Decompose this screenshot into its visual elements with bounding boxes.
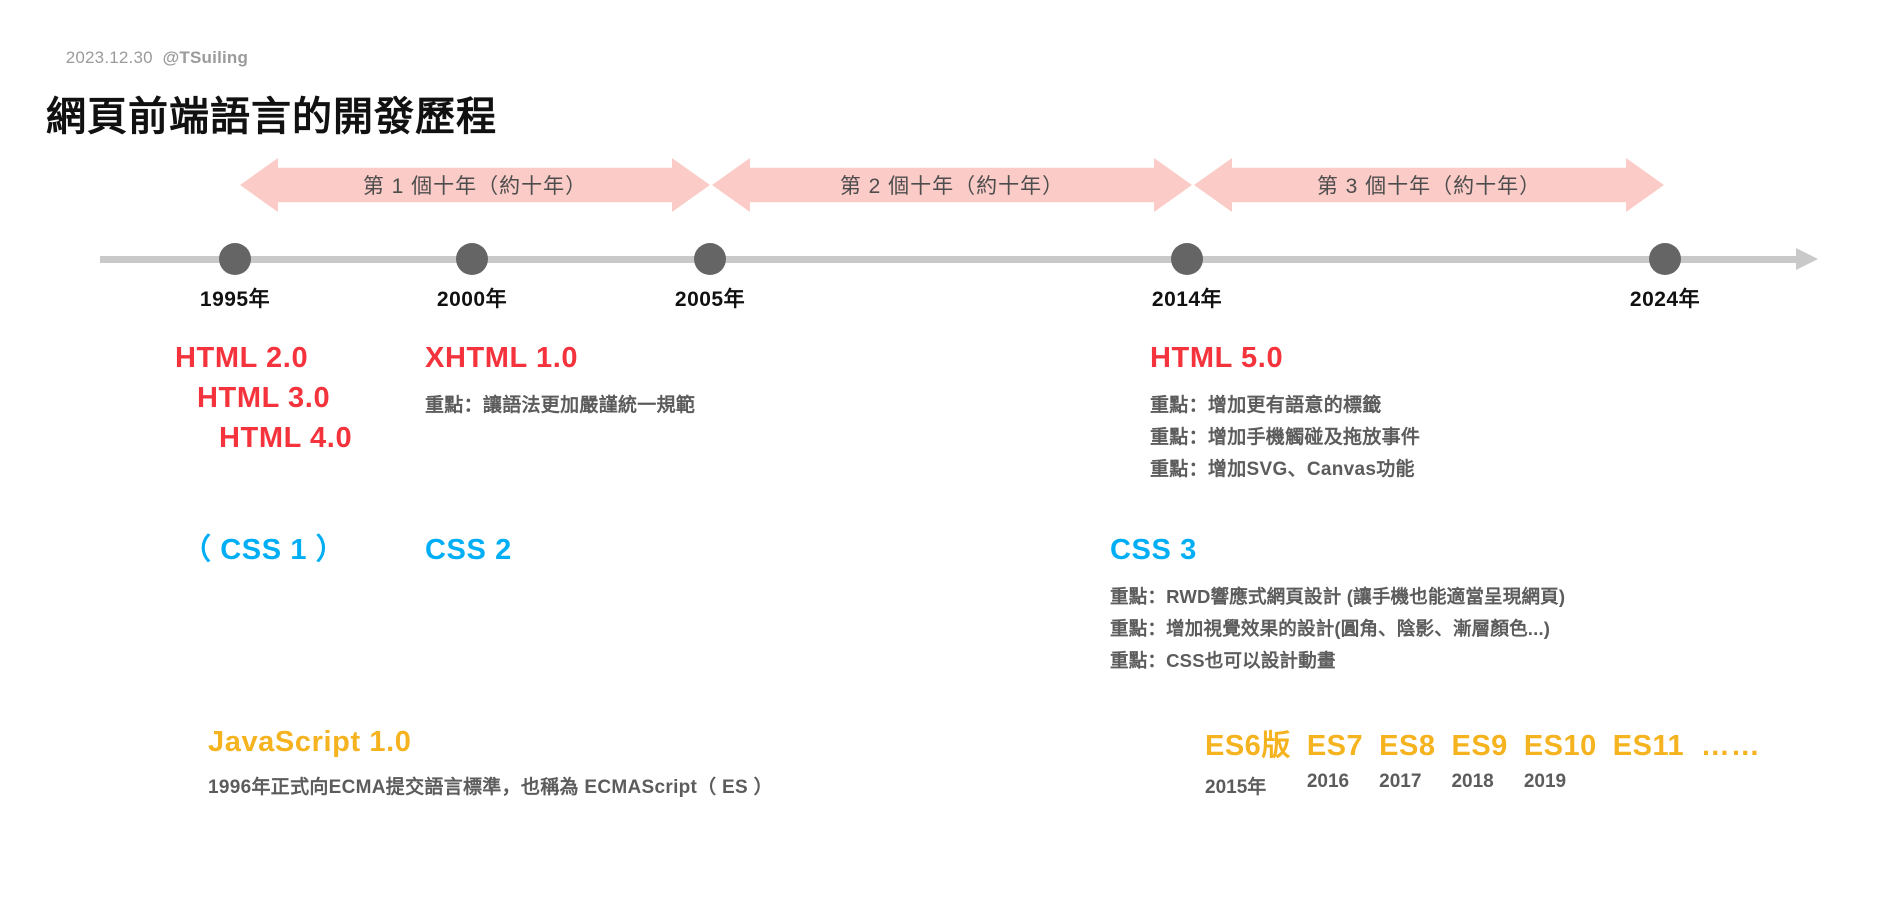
javascript-note-1: 1996年正式向ECMA提交語言標準，也稱為 ECMAScript（ ES ） bbox=[208, 777, 773, 799]
timeline-dot-2005 bbox=[694, 243, 726, 275]
decade-label-3: 第 3 個十年（約十年） bbox=[1316, 175, 1542, 198]
es-name-es11: ES11 bbox=[1612, 730, 1685, 762]
es-more-ellipsis: …… bbox=[1700, 730, 1761, 762]
timeline-arrow-icon bbox=[1796, 248, 1818, 270]
page-title: 網頁前端語言的開發歷程 bbox=[46, 95, 497, 139]
es-col-es8: ES8 2017 bbox=[1379, 730, 1435, 793]
html-early-versions: HTML 2.0 HTML 3.0 HTML 4.0 bbox=[175, 338, 352, 458]
es-col-es7: ES7 2016 bbox=[1307, 730, 1363, 793]
css2-block: CSS 2 bbox=[425, 530, 512, 570]
timeline-dot-2024 bbox=[1649, 243, 1681, 275]
es-col-es10: ES10 2019 bbox=[1524, 730, 1597, 793]
byline-spacer bbox=[153, 48, 163, 67]
byline-author: @TSuiling bbox=[162, 48, 249, 67]
javascript-block: JavaScript 1.0 1996年正式向ECMA提交語言標準，也稱為 EC… bbox=[208, 722, 773, 804]
year-label-2024: 2024年 bbox=[1629, 288, 1701, 311]
es-name-es6: ES6版 bbox=[1205, 730, 1291, 762]
es-col-es9: ES9 2018 bbox=[1451, 730, 1507, 793]
year-label-2000: 2000年 bbox=[436, 288, 508, 311]
decade-band-3: 第 3 個十年（約十年） bbox=[1194, 158, 1664, 212]
year-label-2014: 2014年 bbox=[1151, 288, 1223, 311]
html-early-block: HTML 2.0 HTML 3.0 HTML 4.0 bbox=[175, 338, 352, 458]
es-year-es9: 2018 bbox=[1451, 771, 1494, 792]
decade-arrow-2: 第 2 個十年（約十年） bbox=[712, 158, 1192, 212]
year-label-2005: 2005年 bbox=[674, 288, 746, 311]
css3-title: CSS 3 bbox=[1110, 534, 1197, 566]
html5-note-3: 重點：增加SVG、Canvas功能 bbox=[1150, 458, 1415, 480]
css2-title: CSS 2 bbox=[425, 534, 512, 566]
es-col-more: …… bbox=[1701, 730, 1761, 763]
es-name-es8: ES8 bbox=[1379, 730, 1436, 762]
html-version-4: HTML 4.0 bbox=[219, 422, 353, 455]
es-col-es11: ES11 bbox=[1613, 730, 1685, 771]
css1-title: （ CSS 1 ） bbox=[182, 534, 346, 566]
es-col-es6: ES6版 2015年 bbox=[1205, 722, 1291, 799]
timeline-axis bbox=[100, 256, 1800, 263]
decade-label-1: 第 1 個十年（約十年） bbox=[362, 175, 588, 198]
year-label-1995: 1995年 bbox=[199, 288, 271, 311]
css1-block: （ CSS 1 ） bbox=[182, 530, 345, 570]
byline-date: 2023.12.30 bbox=[65, 48, 153, 67]
xhtml-title: XHTML 1.0 bbox=[425, 342, 579, 374]
xhtml-block: XHTML 1.0 重點：讓語法更加嚴謹統一規範 bbox=[425, 338, 695, 422]
css3-block: CSS 3 重點：RWD響應式網頁設計 (讓手機也能適當呈現網頁) 重點：增加視… bbox=[1110, 530, 1565, 676]
css3-note-2: 重點：增加視覺效果的設計(圓角、陰影、漸層顏色...) bbox=[1110, 617, 1551, 639]
es-year-es6: 2015年 bbox=[1205, 777, 1267, 798]
es-versions-row: ES6版 2015年 ES7 2016 ES8 2017 ES9 2018 ES… bbox=[1205, 722, 1777, 799]
byline: 2023.12.30 @TSuiling bbox=[46, 28, 497, 88]
xhtml-note-1: 重點：讓語法更加嚴謹統一規範 bbox=[425, 395, 696, 417]
es-name-es10: ES10 bbox=[1523, 730, 1597, 762]
es-year-es7: 2016 bbox=[1306, 771, 1350, 792]
html-version-2: HTML 2.0 bbox=[175, 342, 309, 374]
es-year-es10: 2019 bbox=[1523, 771, 1567, 792]
timeline-dot-2000 bbox=[456, 243, 488, 275]
es-year-es8: 2017 bbox=[1379, 771, 1422, 792]
timeline-dot-2014 bbox=[1171, 243, 1203, 275]
html5-block: HTML 5.0 重點：增加更有語意的標籤 重點：增加手機觸碰及拖放事件 重點：… bbox=[1150, 338, 1420, 486]
decade-band-2: 第 2 個十年（約十年） bbox=[712, 158, 1192, 212]
page-header: 2023.12.30 @TSuiling 網頁前端語言的開發歷程 bbox=[46, 28, 497, 140]
html5-note-2: 重點：增加手機觸碰及拖放事件 bbox=[1150, 426, 1421, 448]
decade-label-2: 第 2 個十年（約十年） bbox=[839, 175, 1065, 198]
decade-band-1: 第 1 個十年（約十年） bbox=[240, 158, 710, 212]
decade-arrow-3: 第 3 個十年（約十年） bbox=[1194, 158, 1664, 212]
html5-title: HTML 5.0 bbox=[1150, 342, 1284, 374]
es-name-es7: ES7 bbox=[1306, 730, 1364, 762]
es-versions-block: ES6版 2015年 ES7 2016 ES8 2017 ES9 2018 ES… bbox=[1205, 722, 1777, 799]
timeline-dot-1995 bbox=[219, 243, 251, 275]
decade-arrow-1: 第 1 個十年（約十年） bbox=[240, 158, 710, 212]
css3-note-3: 重點：CSS也可以設計動畫 bbox=[1110, 649, 1336, 671]
javascript-title: JavaScript 1.0 bbox=[208, 726, 412, 758]
css3-note-1: 重點：RWD響應式網頁設計 (讓手機也能適當呈現網頁) bbox=[1110, 586, 1566, 608]
html5-note-1: 重點：增加更有語意的標籤 bbox=[1150, 395, 1382, 417]
html-version-3: HTML 3.0 bbox=[197, 382, 331, 415]
es-name-es9: ES9 bbox=[1451, 730, 1508, 762]
